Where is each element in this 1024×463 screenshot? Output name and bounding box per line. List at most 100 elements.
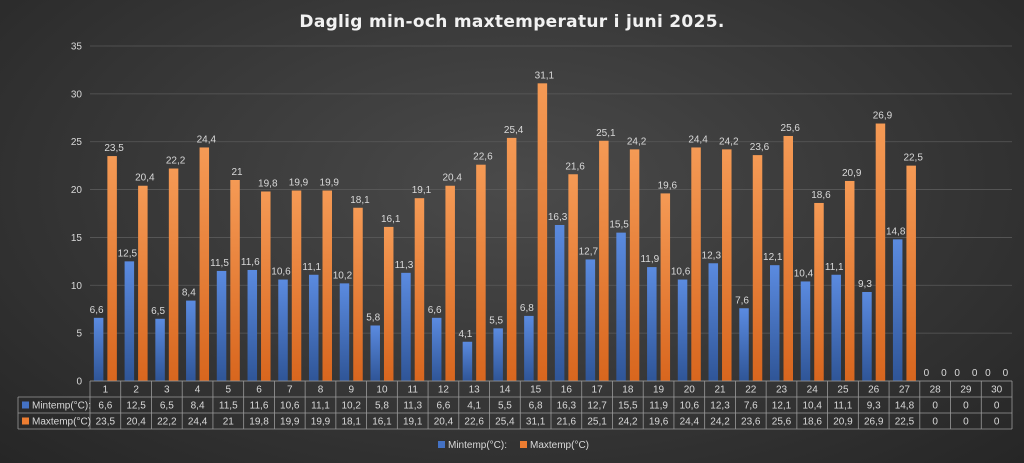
bar-max	[783, 135, 793, 381]
table-cell: 0	[963, 417, 969, 428]
x-tick-label: 29	[960, 385, 972, 396]
bar-max	[230, 180, 240, 381]
bar-min	[708, 263, 719, 381]
table-legend-key	[22, 417, 29, 425]
y-tick-label: 15	[71, 233, 83, 244]
bar-min	[831, 274, 841, 381]
data-label: 12,3	[702, 250, 722, 261]
bar-min	[216, 270, 227, 381]
x-tick-label: 18	[622, 385, 634, 396]
table-cell: 16,1	[372, 417, 392, 428]
data-label: 22,2	[166, 156, 186, 167]
x-tick-label: 25	[837, 385, 849, 396]
bar-max	[261, 191, 271, 381]
data-label: 24,2	[627, 136, 647, 147]
data-label: 24,2	[719, 136, 739, 147]
data-label: 14,8	[886, 226, 906, 237]
bar-min	[124, 261, 135, 381]
bar-min	[524, 315, 534, 381]
x-tick-label: 16	[561, 385, 573, 396]
table-cell: 23,6	[741, 417, 761, 428]
data-label: 19,1	[412, 185, 432, 196]
bar-min	[93, 317, 104, 381]
data-label: 11,5	[210, 258, 229, 269]
data-label: 8,4	[182, 288, 196, 299]
table-cell: 20,9	[833, 417, 853, 428]
bar-min	[462, 341, 473, 381]
x-tick-label: 4	[195, 385, 201, 396]
bar-min	[862, 291, 872, 381]
data-label: 12,7	[579, 246, 599, 257]
table-cell: 12,3	[710, 401, 730, 412]
bar-min	[770, 265, 780, 381]
x-tick-label: 14	[499, 385, 511, 396]
bar-max	[906, 165, 916, 381]
data-label: 19,9	[289, 178, 309, 189]
legend-key	[438, 441, 445, 448]
data-label: 11,6	[241, 257, 260, 268]
data-label: 11,1	[302, 262, 321, 273]
data-label: 25,1	[596, 128, 616, 139]
data-label: 20,9	[842, 168, 862, 179]
bar-max	[199, 147, 210, 381]
bar-min	[677, 279, 688, 381]
table-cell: 24,2	[618, 417, 638, 428]
data-label: 0	[954, 368, 960, 379]
bar-min	[370, 325, 380, 381]
x-tick-label: 7	[287, 385, 293, 396]
bar-min	[585, 259, 596, 381]
table-cell: 22,2	[157, 417, 177, 428]
x-tick-label: 26	[868, 385, 880, 396]
x-tick-label: 23	[776, 385, 788, 396]
table-cell: 11,1	[834, 401, 853, 412]
table-cell: 18,1	[341, 417, 361, 428]
data-label: 11,3	[395, 260, 414, 271]
table-cell: 19,9	[280, 417, 300, 428]
bar-max	[629, 149, 640, 381]
bars	[93, 83, 916, 382]
bar-max	[107, 156, 117, 381]
bar-min	[309, 274, 319, 381]
data-label: 6,6	[90, 305, 104, 316]
data-label: 6,8	[520, 303, 534, 314]
data-table: 1 2 3 4 5 6 7 8 9 10 11 12 13 14 15 16 17 18 19 20 21 22 23 24 2…	[17, 380, 1013, 430]
bar-min	[431, 317, 442, 381]
table-cell: 10,2	[341, 401, 361, 412]
table-cell: 26,9	[864, 417, 884, 428]
table-cell: 24,4	[188, 417, 208, 428]
data-label: 7,6	[735, 295, 749, 306]
bar-max	[291, 190, 302, 381]
data-label: 9,3	[858, 279, 872, 290]
data-label: 19,8	[258, 178, 278, 189]
bar-max	[752, 155, 763, 381]
table-series-name: Mintemp(°C):	[32, 401, 91, 412]
bar-min	[739, 308, 749, 381]
y-tick-label: 5	[76, 329, 82, 340]
data-label: 25,4	[504, 125, 524, 136]
bar-min	[493, 328, 503, 381]
data-label: 18,1	[350, 195, 370, 206]
bar-min	[554, 224, 565, 381]
bar-max	[660, 193, 671, 381]
table-cell: 0	[994, 401, 1000, 412]
data-label: 24,4	[688, 134, 708, 145]
table-cell: 10,6	[680, 401, 700, 412]
table-cell: 7,6	[744, 401, 758, 412]
data-label: 0	[924, 368, 930, 379]
data-label: 21,6	[565, 161, 585, 172]
data-label: 6,6	[428, 305, 442, 316]
bar-min	[892, 239, 903, 381]
bar-min	[155, 318, 165, 381]
legend-label: Maxtemp(°C)	[530, 440, 589, 451]
data-label: 18,6	[811, 190, 831, 201]
x-tick-label: 21	[714, 385, 726, 396]
legend: Mintemp(°C): Maxtemp(°C)	[438, 440, 589, 451]
x-tick-label: 24	[807, 385, 819, 396]
x-tick-label: 5	[226, 385, 232, 396]
table-cell: 11,6	[250, 401, 269, 412]
data-label: 0	[972, 368, 978, 379]
x-tick-label: 10	[376, 385, 388, 396]
data-label: 25,6	[781, 123, 801, 134]
table-cell: 10,6	[280, 401, 300, 412]
